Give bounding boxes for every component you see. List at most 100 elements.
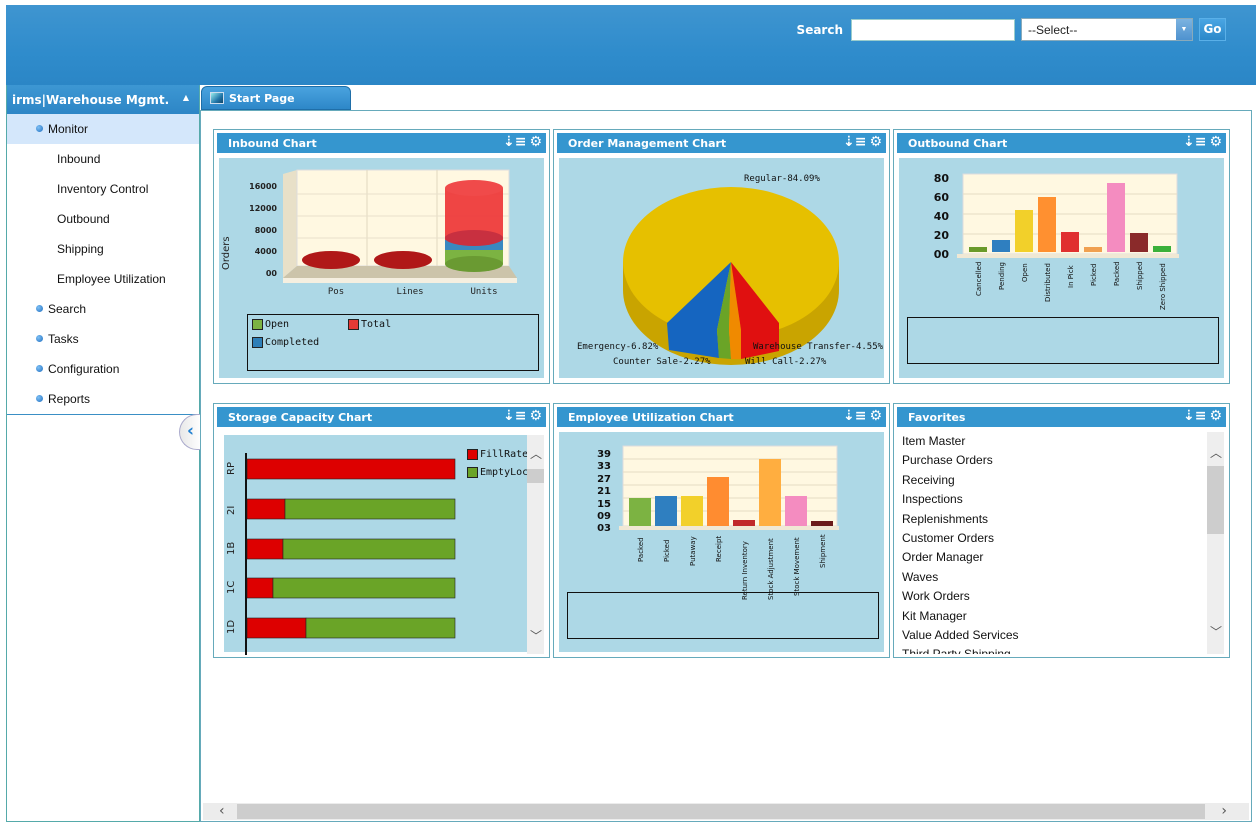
svg-text:Picked: Picked xyxy=(1090,264,1098,286)
sidebar-item-label: Shipping xyxy=(57,242,104,256)
storage-chart-svg: RP 2I 1B 1C 1D xyxy=(226,453,456,655)
chevron-up-icon[interactable]: ︿ xyxy=(530,447,543,461)
chevron-down-icon[interactable]: ﹀ xyxy=(530,629,543,643)
search-type-select[interactable]: --Select-- ▼ xyxy=(1021,18,1193,41)
sort-icon[interactable]: ⇣≡ xyxy=(502,408,527,424)
chevron-down-icon[interactable]: ▼ xyxy=(1176,19,1192,40)
panel-header: Inbound Chart ⇣≡ ⚙ xyxy=(217,133,546,153)
gear-icon[interactable]: ⚙ xyxy=(529,134,542,150)
chevron-down-icon[interactable]: ﹀ xyxy=(1210,625,1223,639)
sidebar-item-tasks[interactable]: Tasks xyxy=(7,324,199,354)
svg-text:Packed: Packed xyxy=(637,537,645,562)
favorite-work-orders[interactable]: Work Orders xyxy=(902,589,970,604)
sort-icon[interactable]: ⇣≡ xyxy=(842,408,867,424)
favorite-inspections[interactable]: Inspections xyxy=(902,492,963,507)
svg-text:Units: Units xyxy=(470,287,497,297)
svg-text:Zero Shipped: Zero Shipped xyxy=(1159,263,1167,310)
tab-start-page[interactable]: Start Page xyxy=(201,86,351,110)
sidebar-item-search[interactable]: Search xyxy=(7,294,199,324)
svg-text:In Pick: In Pick xyxy=(1067,264,1075,288)
svg-text:Lines: Lines xyxy=(396,287,423,297)
horizontal-scrollbar[interactable]: ‹ › xyxy=(203,803,1249,820)
svg-text:Stock Movement: Stock Movement xyxy=(793,537,801,596)
favorite-third-party-shipping[interactable]: Third Party Shipping xyxy=(902,645,1202,654)
svg-text:RP: RP xyxy=(226,462,237,475)
sidebar-item-inventory-control[interactable]: Inventory Control xyxy=(7,174,199,204)
gear-icon[interactable]: ⚙ xyxy=(869,134,882,150)
main-area: Start Page Inbound Chart ⇣≡ ⚙ xyxy=(200,85,1256,822)
svg-text:Stock Adjustment: Stock Adjustment xyxy=(767,538,775,600)
gear-icon[interactable]: ⚙ xyxy=(869,408,882,424)
sidebar-item-shipping[interactable]: Shipping xyxy=(7,234,199,264)
bullet-icon xyxy=(36,125,43,132)
favorite-item-master[interactable]: Item Master xyxy=(902,434,966,448)
sidebar-item-configuration[interactable]: Configuration xyxy=(7,354,199,384)
scrollbar-thumb[interactable] xyxy=(527,469,544,483)
svg-text:39: 39 xyxy=(597,449,611,460)
favorite-customer-orders[interactable]: Customer Orders xyxy=(902,530,995,545)
inbound-legend: Open Total Completed xyxy=(247,314,539,371)
favorite-value-added-services[interactable]: Value Added Services xyxy=(902,627,1019,642)
panel-header: Outbound Chart ⇣≡ ⚙ xyxy=(897,133,1226,153)
gear-icon[interactable]: ⚙ xyxy=(1209,408,1222,424)
sort-icon[interactable]: ⇣≡ xyxy=(842,134,867,150)
go-button[interactable]: Go xyxy=(1199,18,1226,41)
panel-title: Employee Utilization Chart xyxy=(568,411,734,424)
favorite-waves[interactable]: Waves xyxy=(902,569,939,584)
panel-header: Order Management Chart ⇣≡ ⚙ xyxy=(557,133,886,153)
chevron-right-icon[interactable]: › xyxy=(1221,803,1227,819)
order-management-chart: Regular-84.09% Emergency-6.82% Counter S… xyxy=(559,158,884,378)
sidebar-item-label: Inventory Control xyxy=(57,182,149,196)
search-input[interactable] xyxy=(851,18,1015,41)
favorites-panel: Favorites ⇣≡ ⚙ Item Master Purchase Order… xyxy=(893,403,1230,658)
sidebar-item-label: Employee Utilization xyxy=(57,272,166,286)
sort-icon[interactable]: ⇣≡ xyxy=(1182,134,1207,150)
sidebar-header[interactable]: irms|Warehouse Mgmt. ▲ xyxy=(7,85,199,114)
chevron-up-icon[interactable]: ︿ xyxy=(1210,446,1223,460)
inbound-chart-panel: Inbound Chart ⇣≡ ⚙ xyxy=(213,129,550,384)
app-header: Search --Select-- ▼ Go xyxy=(6,5,1256,85)
svg-text:1C: 1C xyxy=(226,581,237,594)
sidebar-item-reports[interactable]: Reports xyxy=(7,384,199,414)
favorite-purchase-orders[interactable]: Purchase Orders xyxy=(902,453,993,468)
favorites-scrollbar[interactable]: ︿ ﹀ xyxy=(1207,432,1224,654)
collapse-up-icon[interactable]: ▲ xyxy=(182,93,189,102)
sidebar-item-label: Tasks xyxy=(48,332,79,346)
svg-text:60: 60 xyxy=(934,191,950,204)
sort-icon[interactable]: ⇣≡ xyxy=(502,134,527,150)
scrollbar-thumb[interactable] xyxy=(1207,466,1224,534)
panel-title: Inbound Chart xyxy=(228,137,317,150)
favorite-receiving[interactable]: Receiving xyxy=(902,472,955,487)
gear-icon[interactable]: ⚙ xyxy=(529,408,542,424)
sidebar-item-label: Search xyxy=(48,302,87,316)
svg-text:Orders: Orders xyxy=(221,236,232,270)
svg-text:16000: 16000 xyxy=(249,182,277,191)
collapse-sidebar-button[interactable]: ‹ xyxy=(179,414,201,450)
inbound-chart: 16000 12000 8000 4000 00 Orders Pos Lines Unit… xyxy=(219,158,544,378)
svg-text:4000: 4000 xyxy=(255,247,278,256)
sidebar-item-outbound[interactable]: Outbound xyxy=(7,204,199,234)
sidebar-item-label: Configuration xyxy=(48,362,120,376)
sidebar-item-employee-utilization[interactable]: Employee Utilization xyxy=(7,264,199,294)
sidebar-item-label: Monitor xyxy=(48,122,89,136)
sort-icon[interactable]: ⇣≡ xyxy=(1182,408,1207,424)
sidebar-item-monitor[interactable]: Monitor xyxy=(7,114,199,144)
svg-text:Counter Sale-2.27%: Counter Sale-2.27% xyxy=(613,357,711,367)
sidebar-item-inbound[interactable]: Inbound xyxy=(7,144,199,174)
svg-text:Open: Open xyxy=(1021,263,1029,282)
favorite-kit-manager[interactable]: Kit Manager xyxy=(902,608,967,623)
bullet-icon xyxy=(36,395,43,402)
sidebar-item-label: Outbound xyxy=(57,212,110,226)
storage-scrollbar[interactable]: ︿ ﹀ xyxy=(527,435,544,654)
storage-capacity-chart: RP 2I 1B 1C 1D FillRate EmptyLoc xyxy=(224,435,528,655)
chevron-left-icon: ‹ xyxy=(186,421,194,441)
favorite-replenishments[interactable]: Replenishments xyxy=(902,511,989,526)
gear-icon[interactable]: ⚙ xyxy=(1209,134,1222,150)
favorite-order-manager[interactable]: Order Manager xyxy=(902,550,984,565)
panel-title: Order Management Chart xyxy=(568,137,727,150)
scrollbar-thumb[interactable] xyxy=(237,804,1205,819)
bullet-icon xyxy=(36,305,43,312)
employee-utilization-chart-panel: Employee Utilization Chart ⇣≡ ⚙ xyxy=(553,403,890,658)
order-management-chart-panel: Order Management Chart ⇣≡ ⚙ Regular-84.09… xyxy=(553,129,890,384)
chevron-left-icon[interactable]: ‹ xyxy=(219,803,225,819)
